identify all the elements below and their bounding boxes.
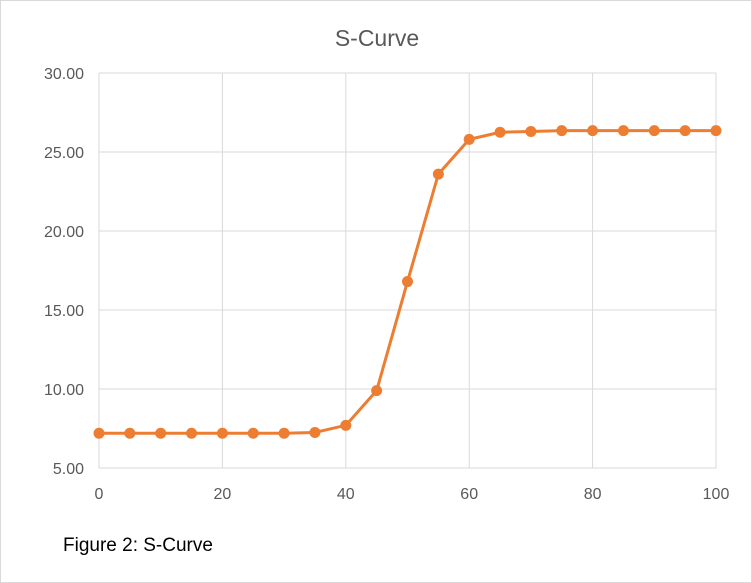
data-point bbox=[340, 419, 352, 431]
data-point bbox=[278, 427, 290, 439]
x-tick-label: 20 bbox=[214, 486, 232, 503]
y-tick-label: 5.00 bbox=[53, 461, 84, 478]
data-point bbox=[525, 125, 537, 137]
data-point bbox=[587, 125, 599, 137]
data-point bbox=[494, 126, 506, 138]
x-tick-label: 0 bbox=[95, 486, 104, 503]
y-tick-label: 10.00 bbox=[44, 382, 84, 399]
y-tick-label: 30.00 bbox=[44, 66, 84, 83]
y-tick-label: 15.00 bbox=[44, 303, 84, 320]
data-point bbox=[186, 427, 198, 439]
x-axis-tick-labels: 0 20 40 60 80 100 bbox=[95, 486, 730, 503]
data-point bbox=[556, 125, 568, 137]
data-point bbox=[309, 426, 321, 438]
data-point bbox=[371, 385, 383, 397]
x-tick-label: 40 bbox=[337, 486, 355, 503]
chart: S-Curve 5.00 10.00 15.00 20.00 25.00 30.00 0 2… bbox=[44, 25, 730, 503]
chart-title: S-Curve bbox=[335, 25, 419, 51]
data-point bbox=[432, 168, 444, 180]
x-tick-label: 100 bbox=[703, 486, 730, 503]
x-tick-label: 80 bbox=[584, 486, 602, 503]
data-point bbox=[402, 276, 413, 288]
data-point bbox=[247, 427, 259, 439]
data-point bbox=[155, 427, 167, 439]
data-point bbox=[617, 125, 629, 137]
y-axis-tick-labels: 5.00 10.00 15.00 20.00 25.00 30.00 bbox=[44, 66, 84, 478]
data-point bbox=[679, 125, 691, 137]
data-point bbox=[710, 125, 722, 137]
y-tick-label: 20.00 bbox=[44, 224, 84, 241]
series-group bbox=[93, 125, 722, 439]
horizontal-gridlines bbox=[99, 72, 716, 469]
data-point bbox=[124, 427, 136, 439]
data-point bbox=[216, 427, 228, 439]
data-point bbox=[648, 125, 660, 137]
x-tick-label: 60 bbox=[460, 486, 478, 503]
data-point bbox=[93, 427, 105, 439]
data-point bbox=[463, 133, 475, 145]
figure-caption: Figure 2: S-Curve bbox=[63, 535, 213, 556]
y-tick-label: 25.00 bbox=[44, 145, 84, 162]
